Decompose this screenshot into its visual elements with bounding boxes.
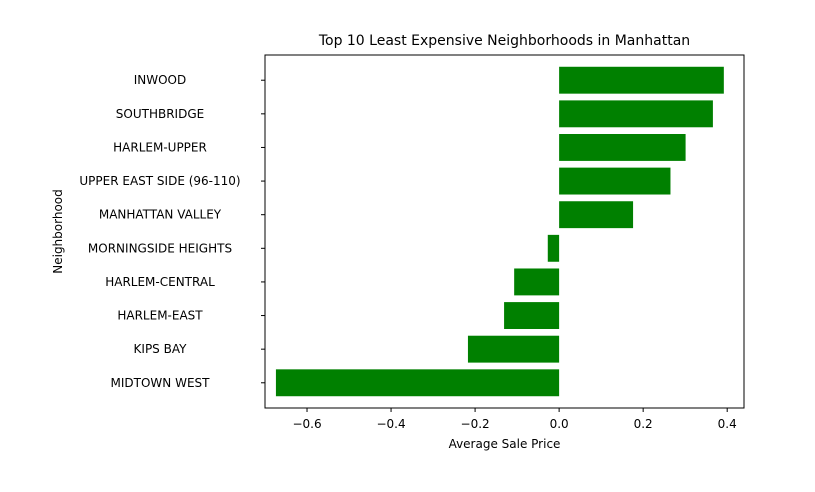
bar-upper-east-side-96-110 — [559, 167, 671, 195]
bar-harlem-east — [504, 302, 560, 329]
x-tick-label: 0.4 — [718, 417, 737, 431]
x-tick-label: −0.4 — [376, 417, 405, 431]
y-tick-label: HARLEM-UPPER — [113, 140, 207, 154]
x-tick-label: −0.2 — [461, 417, 490, 431]
bar-harlem-central — [514, 268, 560, 296]
x-tick-label: 0.0 — [550, 417, 569, 431]
bar-harlem-upper — [559, 134, 686, 161]
y-tick-label: MORNINGSIDE HEIGHTS — [88, 241, 232, 255]
x-tick-label: −0.6 — [292, 417, 321, 431]
bar-kips-bay — [467, 335, 560, 363]
x-axis-title: Average Sale Price — [449, 437, 561, 451]
y-tick-label: KIPS BAY — [134, 342, 188, 356]
x-axis-ticks: −0.6 −0.4 −0.2 0.0 0.2 0.4 — [292, 408, 737, 431]
y-tick-label: SOUTHBRIDGE — [116, 107, 204, 121]
chart-title: Top 10 Least Expensive Neighborhoods in … — [318, 33, 690, 49]
y-tick-label: MIDTOWN WEST — [111, 376, 211, 390]
y-axis-title: Neighborhood — [51, 189, 65, 274]
plot-frame — [264, 54, 745, 409]
bar-manhattan-valley — [559, 201, 634, 229]
x-tick-label: 0.2 — [634, 417, 653, 431]
y-tick-label: HARLEM-CENTRAL — [105, 275, 215, 289]
y-tick-label: INWOOD — [134, 73, 187, 87]
bars-group — [275, 66, 724, 397]
bar-midtown-west — [275, 369, 560, 397]
bar-southbridge — [559, 100, 713, 128]
bar-morningside-heights — [547, 234, 560, 262]
y-tick-label: MANHATTAN VALLEY — [99, 208, 222, 222]
y-tick-label: HARLEM-EAST — [117, 309, 203, 323]
y-tick-label: UPPER EAST SIDE (96-110) — [79, 174, 240, 188]
bar-inwood — [559, 66, 724, 94]
y-axis-ticks: INWOOD SOUTHBRIDGE HARLEM-UPPER UPPER EAST … — [79, 73, 265, 390]
